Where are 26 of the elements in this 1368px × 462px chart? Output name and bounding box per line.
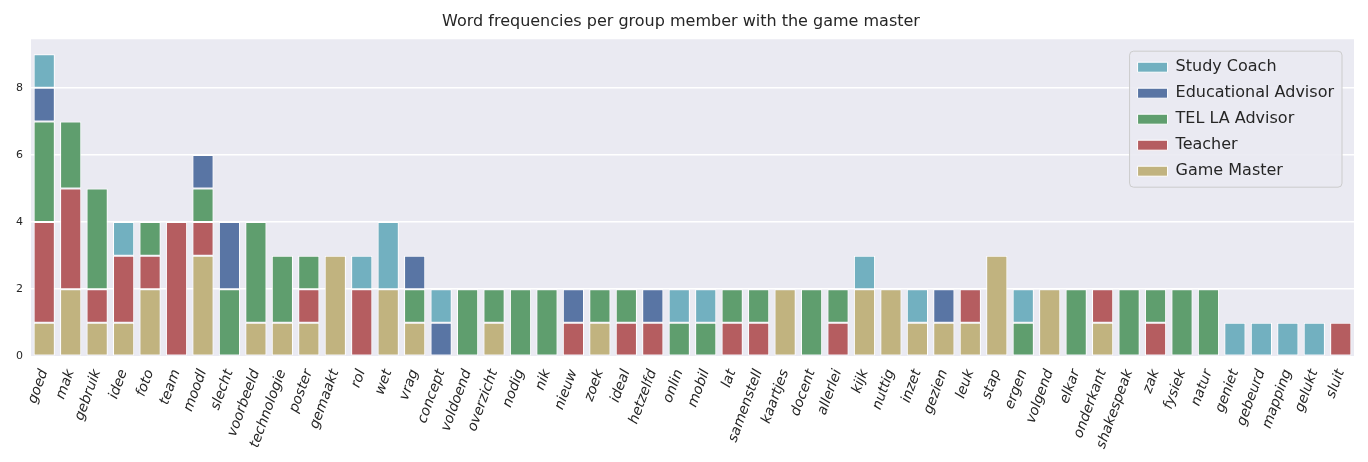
x-tick-label: idee bbox=[104, 366, 130, 401]
x-tick-label: wet bbox=[370, 366, 395, 397]
x-tick-label: sluit bbox=[1321, 366, 1348, 401]
y-tick-label: 4 bbox=[16, 214, 23, 228]
x-tick-label: rol bbox=[346, 366, 369, 390]
y-tick-label: 2 bbox=[16, 282, 23, 296]
x-tick-label: zoek bbox=[579, 366, 607, 405]
legend-label: Educational Advisor bbox=[1175, 82, 1335, 102]
x-tick-label: goed bbox=[23, 366, 51, 406]
legend-label: Study Coach bbox=[1175, 56, 1277, 76]
legend-label: Game Master bbox=[1175, 160, 1284, 180]
x-tick-label: vrag bbox=[395, 366, 421, 403]
legend-label: Teacher bbox=[1174, 134, 1239, 154]
x-tick-label: leuk bbox=[951, 366, 977, 401]
x-tick-label: onlin bbox=[658, 366, 686, 405]
x-tick-label: mobil bbox=[683, 366, 713, 409]
x-tick-label: inzet bbox=[896, 366, 924, 405]
x-tick-label: foto bbox=[131, 366, 157, 399]
y-tick-label: 0 bbox=[16, 349, 23, 363]
legend-label: TEL LA Advisor bbox=[1174, 108, 1295, 128]
x-tick-label: ideal bbox=[605, 366, 633, 405]
y-tick-label: 8 bbox=[16, 80, 23, 94]
chart-title: Word frequencies per group member with the game master bbox=[442, 10, 921, 30]
x-tick-label: nodig bbox=[498, 366, 527, 410]
x-tick-label: mak bbox=[51, 366, 78, 401]
y-tick-label: 6 bbox=[16, 147, 23, 161]
